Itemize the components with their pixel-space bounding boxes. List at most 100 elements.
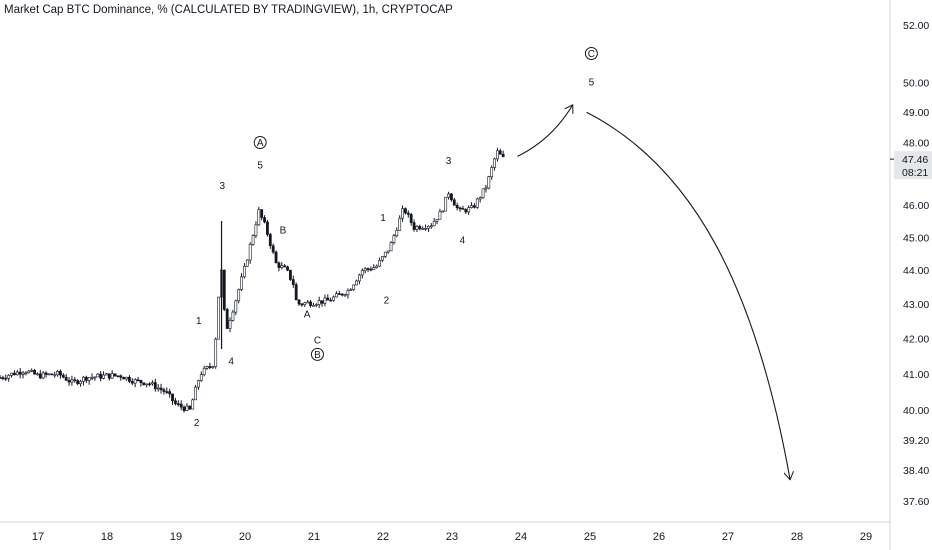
candle-body xyxy=(245,259,249,267)
wave-label: 4 xyxy=(228,356,234,367)
candle-body xyxy=(291,279,295,285)
price-tick-label: 37.60 xyxy=(903,496,929,508)
candle-body xyxy=(84,376,88,381)
candle-body xyxy=(15,371,19,376)
candle-body xyxy=(406,212,410,215)
price-tick-label: 40.00 xyxy=(903,405,929,417)
candle-body xyxy=(424,228,427,230)
candle-body xyxy=(133,379,137,384)
candle-body xyxy=(432,220,436,227)
candle-body xyxy=(496,150,499,160)
wave-label: 4 xyxy=(460,236,466,247)
candle-body xyxy=(481,188,485,198)
candle-body xyxy=(214,338,218,367)
candle-body xyxy=(174,400,177,404)
candle-body xyxy=(335,293,338,298)
wave-label: A xyxy=(304,309,311,320)
candle-body xyxy=(381,256,384,261)
wave-label: 1 xyxy=(380,213,386,224)
time-axis: 17 18 19 20 21 22 23 24 25 26 27 28 29 xyxy=(0,521,890,543)
price-tick-label: 39.20 xyxy=(903,435,929,447)
candle-body xyxy=(418,226,422,230)
candle-body xyxy=(271,245,275,253)
candle-body xyxy=(389,242,393,252)
candle-body xyxy=(458,207,462,210)
candle-body xyxy=(110,373,114,379)
candle-body xyxy=(27,370,31,374)
candle-body xyxy=(501,153,505,158)
price-tick-label: 48.00 xyxy=(903,138,929,150)
candle-body xyxy=(355,280,358,286)
wave-label: 1 xyxy=(196,316,202,327)
candle-body xyxy=(148,383,151,386)
candle-body xyxy=(452,199,456,206)
candle-body xyxy=(484,187,488,190)
candle-body xyxy=(317,300,321,305)
candle-body xyxy=(337,293,341,295)
candle-body xyxy=(70,379,74,383)
price-tick-label: 50.00 xyxy=(903,78,929,90)
price-tick-label: 49.00 xyxy=(903,107,929,119)
candle-body xyxy=(478,197,482,200)
candle-body xyxy=(349,289,353,291)
candle-body xyxy=(314,304,318,306)
candle-body xyxy=(82,376,85,382)
candle-body xyxy=(113,373,117,377)
candle-body xyxy=(64,376,68,381)
candle-body xyxy=(320,300,324,304)
candle-body xyxy=(90,376,94,379)
candle-body xyxy=(346,290,350,296)
candle-body xyxy=(194,386,197,401)
candle-body xyxy=(38,373,42,379)
projection-down-arrow xyxy=(586,111,791,479)
candle-body xyxy=(401,208,404,219)
candle-body xyxy=(283,265,287,268)
candle-body xyxy=(24,372,28,375)
candle-body xyxy=(280,265,284,268)
candle-body xyxy=(398,217,402,231)
candle-body xyxy=(41,372,45,379)
price-tick-label: 42.00 xyxy=(903,334,929,346)
candle-body xyxy=(142,382,146,386)
candle-body xyxy=(464,209,468,213)
candle-body xyxy=(243,265,246,278)
candle-body xyxy=(125,376,128,380)
price-tick-label: 41.00 xyxy=(903,369,929,381)
candle-body xyxy=(176,403,180,405)
candle-body xyxy=(429,225,433,228)
circled-wave-marker xyxy=(310,347,324,361)
circled-wave-label: A xyxy=(257,138,264,149)
candle-body xyxy=(228,320,232,329)
time-tick-label: 28 xyxy=(791,531,803,543)
candle-body xyxy=(10,372,13,376)
candle-body xyxy=(450,193,453,201)
time-tick-label: 29 xyxy=(860,531,872,543)
time-tick-label: 26 xyxy=(653,531,665,543)
candle-body xyxy=(251,235,255,245)
candle-body xyxy=(257,209,261,226)
candle-body xyxy=(289,269,292,280)
candle-body xyxy=(188,405,192,410)
candle-body xyxy=(211,366,215,368)
candle-body xyxy=(93,376,97,379)
candle-body xyxy=(105,373,108,376)
circled-wave-marker xyxy=(253,136,267,150)
candle-body xyxy=(165,391,169,393)
candle-body xyxy=(153,382,157,390)
candle-body xyxy=(116,375,120,378)
candle-body xyxy=(237,289,241,302)
price-tag-box xyxy=(894,151,932,180)
wave-label: 3 xyxy=(219,181,225,192)
candle-body xyxy=(300,303,304,306)
wave-label: 5 xyxy=(257,161,263,172)
candle-body xyxy=(309,301,312,306)
candle-body xyxy=(277,262,281,268)
candle-body xyxy=(119,375,123,378)
candle-body xyxy=(130,381,134,384)
candle-body xyxy=(53,374,57,377)
candle-body xyxy=(383,251,387,257)
candle-body xyxy=(294,284,298,301)
candle-body xyxy=(493,158,496,168)
